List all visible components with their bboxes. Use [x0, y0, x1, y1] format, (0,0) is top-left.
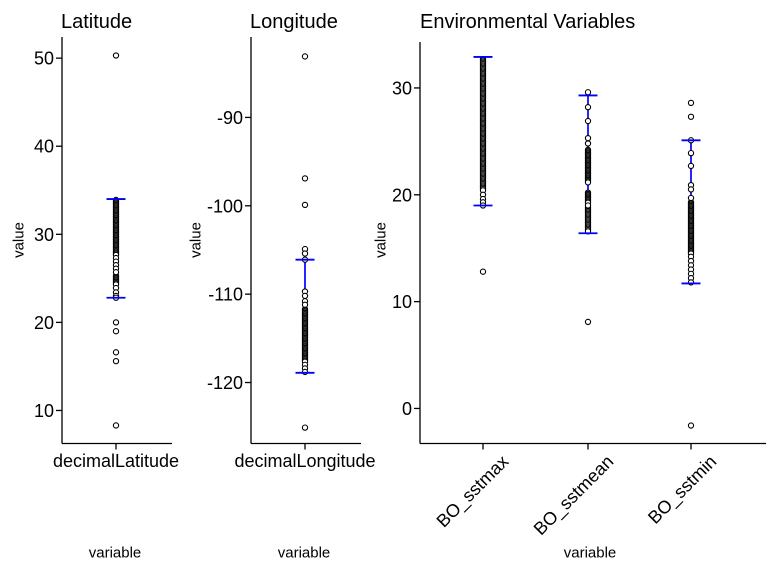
- y-tick-label: 10: [392, 292, 412, 312]
- data-point: [687, 162, 695, 170]
- data-point: [687, 113, 695, 120]
- data-point: [301, 201, 309, 209]
- data-point: [584, 318, 592, 326]
- y-axis-title-longitude: value: [187, 222, 205, 258]
- y-tick-label: 0: [402, 399, 412, 419]
- data-point: [479, 268, 487, 275]
- data-point: [584, 135, 592, 142]
- x-axis-title-latitude: variable: [88, 544, 142, 562]
- data-point: [687, 186, 695, 193]
- data-point: [301, 53, 309, 60]
- data-point: [584, 179, 592, 186]
- y-tick-label: -110: [208, 285, 243, 305]
- y-axis-title-latitude: value: [10, 222, 28, 258]
- y-tick-label: 30: [34, 225, 54, 245]
- data-point: [112, 328, 120, 335]
- y-tick-label: 20: [392, 185, 412, 205]
- data-point: [112, 52, 120, 59]
- data-point: [584, 89, 592, 96]
- panel-title-latitude: Latitude: [61, 11, 133, 33]
- y-tick-label: 30: [392, 78, 412, 98]
- data-point: [584, 140, 592, 147]
- y-tick-label: 20: [34, 313, 54, 333]
- data-point: [584, 202, 592, 209]
- data-point: [584, 104, 592, 111]
- y-tick-label: 50: [34, 49, 54, 69]
- y-tick-label: 40: [34, 137, 54, 157]
- data-point: [584, 117, 592, 125]
- x-tick-label-decimallongitude: decimalLongitude: [234, 451, 376, 471]
- data-point: [301, 301, 309, 308]
- data-point: [112, 357, 120, 365]
- y-tick-label: 10: [34, 401, 54, 421]
- data-point: [687, 99, 695, 107]
- data-point: [687, 194, 695, 202]
- data-point: [112, 349, 120, 356]
- y-axis-title-environmental: value: [372, 222, 390, 258]
- y-tick-label: -100: [207, 196, 243, 216]
- y-tick-label: -120: [207, 373, 243, 393]
- data-point: [301, 424, 309, 431]
- data-point: [112, 422, 120, 429]
- data-point: [301, 175, 309, 182]
- data-point: [301, 292, 309, 300]
- panel-title-longitude: Longitude: [250, 11, 338, 33]
- x-axis-title-environmental: variable: [563, 544, 617, 562]
- x-tick-label-decimallatitude: decimalLatitude: [52, 451, 180, 471]
- data-point: [687, 422, 695, 429]
- x-axis-title-longitude: variable: [277, 544, 331, 562]
- panel-title-environmental-variables: Environmental Variables: [420, 11, 636, 33]
- y-tick-label: -90: [217, 108, 243, 128]
- data-point: [301, 250, 309, 257]
- data-point: [112, 269, 120, 276]
- data-point: [112, 319, 120, 326]
- data-point: [687, 149, 695, 157]
